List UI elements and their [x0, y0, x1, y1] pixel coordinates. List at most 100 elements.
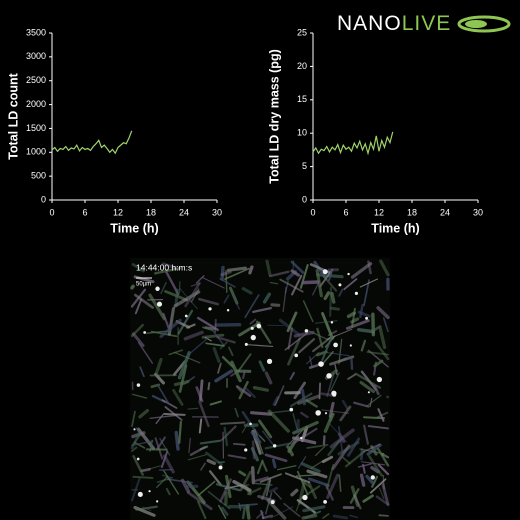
cell [250, 447, 260, 462]
cell [371, 475, 379, 488]
cell [329, 428, 355, 449]
cell [339, 405, 352, 422]
cell [359, 380, 375, 394]
cell [276, 465, 297, 471]
droplet [376, 376, 383, 383]
cell [307, 477, 330, 488]
cell [323, 291, 331, 301]
cell [232, 443, 246, 446]
cell [250, 466, 256, 485]
cell [219, 341, 228, 350]
cell [173, 290, 201, 308]
cell [228, 346, 234, 357]
y-tick-label: 3500 [26, 27, 46, 37]
cell [245, 387, 256, 399]
cell [216, 336, 236, 344]
y-tick-label: 20 [297, 61, 307, 71]
cell [148, 465, 161, 470]
cell [362, 494, 374, 503]
cell [345, 319, 370, 330]
cell [205, 342, 225, 347]
cell [209, 400, 222, 406]
droplet [349, 344, 352, 347]
cell [265, 259, 272, 277]
cell [381, 483, 390, 506]
cell [321, 455, 334, 464]
cell [261, 514, 274, 520]
cell [359, 473, 366, 487]
x-tick-label: 12 [113, 207, 123, 217]
cell [290, 488, 299, 497]
droplet [218, 465, 223, 470]
y-axis-label: Total LD count [6, 72, 20, 159]
cell [183, 330, 204, 341]
cell [198, 297, 219, 306]
cell [365, 394, 382, 408]
cell [130, 323, 144, 338]
droplet [137, 491, 143, 497]
cell [134, 441, 146, 449]
cell [328, 401, 335, 418]
cell [321, 409, 349, 414]
cell [378, 326, 387, 350]
cell [290, 269, 300, 277]
cell [306, 443, 329, 449]
cell [343, 278, 358, 291]
cell [272, 396, 280, 406]
cell [265, 479, 272, 497]
logo: NANOLIVE [337, 12, 451, 35]
cell [195, 275, 205, 284]
y-tick-label: 1500 [26, 123, 46, 133]
cell [154, 357, 163, 377]
cell [156, 475, 169, 489]
cell [201, 277, 225, 289]
cell [292, 420, 319, 435]
x-tick-label: 0 [310, 207, 315, 217]
droplet [155, 286, 160, 291]
x-tick-label: 18 [146, 207, 156, 217]
cell [217, 362, 222, 374]
cell [149, 414, 177, 419]
y-tick-label: 0 [302, 194, 307, 204]
cell [178, 364, 188, 393]
y-tick-label: 15 [297, 94, 307, 104]
y-tick-label: 5 [302, 161, 307, 171]
cell [312, 280, 321, 296]
cell [220, 270, 232, 277]
cell [219, 278, 236, 288]
cell [299, 264, 309, 289]
cell [350, 262, 373, 279]
cell [189, 445, 207, 457]
cell [198, 418, 203, 434]
cell [202, 326, 214, 332]
y-tick-label: 3000 [26, 51, 46, 61]
cell [131, 440, 154, 447]
data-line [312, 131, 394, 156]
cell [347, 373, 356, 380]
cell [363, 416, 386, 420]
cell [231, 292, 240, 310]
droplet [244, 448, 248, 452]
droplet [208, 307, 212, 311]
cell [230, 360, 242, 383]
cell [279, 278, 304, 293]
cell [326, 463, 335, 490]
cell [321, 312, 334, 340]
cell [341, 456, 351, 465]
cell [365, 474, 374, 485]
cell [286, 445, 294, 457]
cell [359, 303, 364, 319]
cell [329, 287, 333, 317]
cell [165, 487, 171, 496]
cell [330, 291, 336, 304]
droplet [294, 353, 299, 358]
cell [374, 341, 390, 361]
cell [198, 400, 210, 428]
cell [301, 280, 320, 285]
logo-swirl [457, 15, 511, 33]
cell [290, 392, 313, 408]
cell [321, 335, 333, 361]
cell [187, 454, 207, 461]
cell [138, 408, 150, 419]
cell [382, 474, 385, 490]
